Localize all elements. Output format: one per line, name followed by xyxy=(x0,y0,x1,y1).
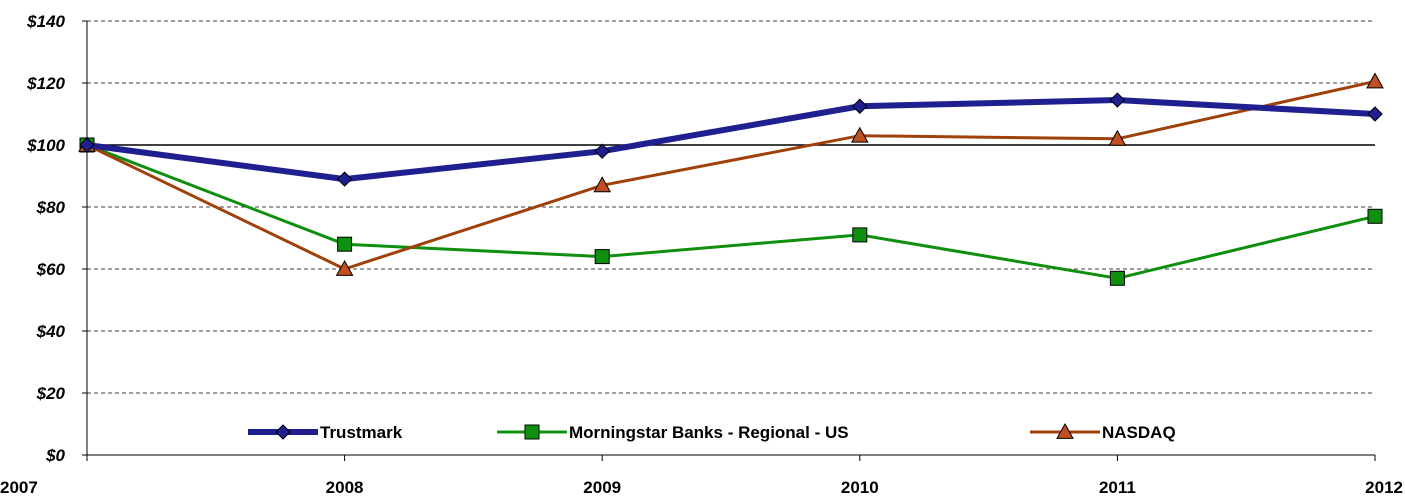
data-point xyxy=(1108,129,1127,146)
legend-marker xyxy=(1056,422,1074,439)
data-point xyxy=(593,176,612,193)
y-tick-label: $140 xyxy=(26,12,65,31)
data-point xyxy=(594,143,610,159)
series-line xyxy=(86,97,1376,183)
x-tick-label: 2011 xyxy=(1099,478,1136,497)
y-tick-label: $60 xyxy=(36,260,66,279)
axes xyxy=(82,20,1376,461)
data-point xyxy=(337,236,353,252)
series-lines xyxy=(78,72,1384,286)
data-point xyxy=(336,171,353,187)
x-tick-label: 2009 xyxy=(583,478,621,497)
legend-item: Trustmark xyxy=(248,423,403,442)
x-tick-label: 2012 xyxy=(1365,478,1403,497)
data-point xyxy=(79,137,95,153)
data-point xyxy=(1367,106,1383,122)
legend-label: Morningstar Banks - Regional - US xyxy=(569,423,849,442)
data-point xyxy=(335,259,354,276)
series-line xyxy=(86,143,1376,280)
legend-marker xyxy=(275,424,291,440)
legend-marker xyxy=(524,424,540,440)
y-tick-label: $100 xyxy=(26,136,65,155)
y-tick-label: $120 xyxy=(26,74,65,93)
legend-item: NASDAQ xyxy=(1030,422,1176,442)
x-tick-label: 2007 xyxy=(0,478,38,497)
data-point xyxy=(852,98,868,114)
series-trustmark xyxy=(79,92,1383,187)
data-point xyxy=(1109,92,1126,108)
y-tick-label: $40 xyxy=(36,322,66,341)
data-point xyxy=(850,126,869,143)
legend-label: Trustmark xyxy=(320,423,403,442)
x-tick-label: 2008 xyxy=(326,478,364,497)
legend: Trustmark Morningstar Banks - Regional - … xyxy=(248,422,1176,442)
data-point xyxy=(852,227,868,243)
y-tick-label: $0 xyxy=(45,446,65,465)
y-tick-label: $80 xyxy=(36,198,66,217)
legend-label: NASDAQ xyxy=(1102,423,1176,442)
legend-item: Morningstar Banks - Regional - US xyxy=(497,423,849,442)
data-point xyxy=(1109,270,1125,286)
data-point xyxy=(594,249,610,265)
x-tick-label: 2010 xyxy=(841,478,879,497)
series-line xyxy=(86,79,1376,271)
data-point xyxy=(1367,208,1383,224)
x-axis-tick-labels: 2007 2008 2009 2010 2011 2012 xyxy=(0,478,1403,497)
gridlines xyxy=(87,20,1375,394)
data-point xyxy=(1366,72,1384,89)
y-axis-tick-labels: $0 $20 $40 $60 $80 $100 $120 $140 xyxy=(26,12,65,465)
y-tick-label: $20 xyxy=(36,384,66,403)
